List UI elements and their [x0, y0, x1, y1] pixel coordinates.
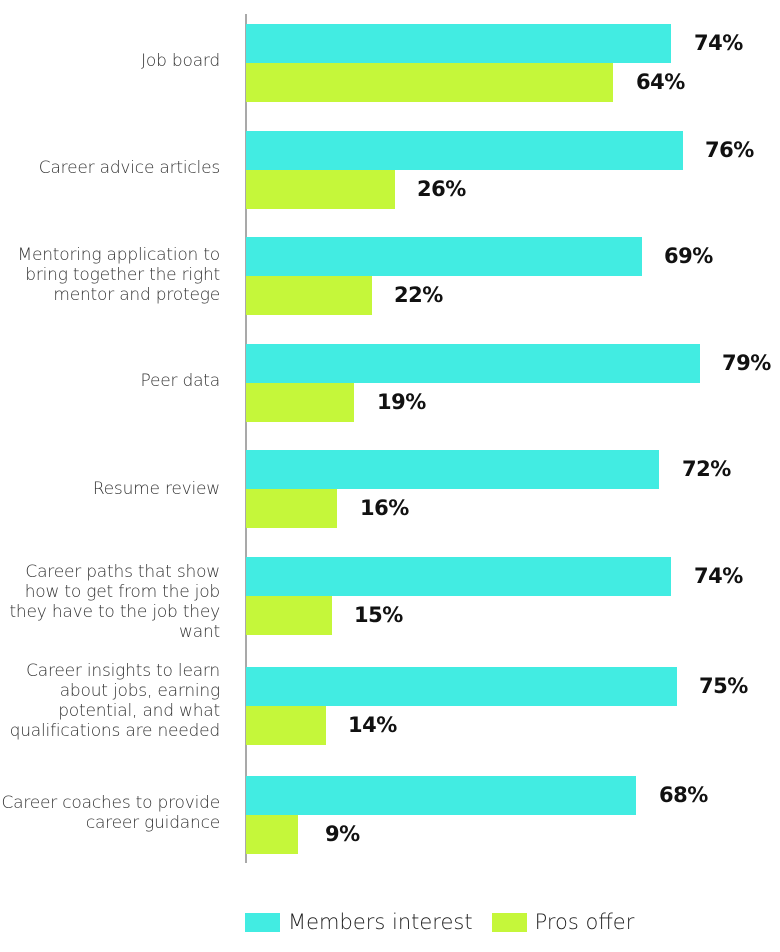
members-bar — [246, 776, 636, 815]
pros-value-label: 16% — [360, 496, 409, 520]
legend-label: Members interest — [288, 910, 473, 934]
y-axis-line — [245, 14, 247, 863]
members-value-label: 75% — [699, 674, 748, 698]
legend-item-pros: Pros offer — [491, 910, 635, 934]
members-value-label: 72% — [682, 457, 731, 481]
members-bar — [246, 131, 683, 170]
members-bar — [246, 557, 671, 596]
pros-bar — [246, 489, 337, 528]
pros-bar — [246, 383, 354, 422]
bar-group: Career advice articles 76% 26% — [0, 131, 780, 209]
members-bar — [246, 24, 671, 63]
bar-group: Peer data 79% 19% — [0, 344, 780, 422]
members-bar — [246, 450, 659, 489]
members-bar — [246, 667, 677, 706]
bar-group: Career insights to learn about jobs, ear… — [0, 661, 780, 745]
category-label: Career advice articles — [38, 158, 220, 178]
legend-item-members: Members interest — [245, 910, 473, 934]
category-label: Career insights to learn about jobs, ear… — [9, 661, 221, 741]
members-bar — [246, 237, 642, 276]
members-value-label: 74% — [694, 31, 743, 55]
pros-bar — [246, 706, 326, 745]
members-value-label: 68% — [659, 783, 708, 807]
bar-group: Career paths that show how to get from t… — [0, 557, 780, 642]
members-value-label: 69% — [664, 244, 713, 268]
pros-value-label: 19% — [377, 390, 426, 414]
pros-value-label: 14% — [348, 713, 397, 737]
legend-label: Pros offer — [534, 910, 635, 934]
bar-group: Mentoring application to bring together … — [0, 237, 780, 315]
pros-bar — [246, 815, 298, 854]
pros-bar — [246, 170, 395, 209]
pros-swatch — [491, 912, 527, 932]
pros-bar — [246, 276, 372, 315]
pros-bar — [246, 63, 613, 102]
category-label: Peer data — [140, 371, 221, 391]
category-label: Career paths that show how to get from t… — [9, 562, 220, 642]
pros-value-label: 64% — [636, 70, 685, 94]
category-label: Resume review — [92, 479, 220, 499]
pros-value-label: 26% — [417, 177, 466, 201]
bar-group: Career coaches to provide career guidanc… — [0, 776, 780, 854]
members-bar — [246, 344, 700, 383]
legend: Members interest Pros offer — [245, 907, 653, 937]
category-label: Career coaches to provide career guidanc… — [1, 793, 220, 833]
members-value-label: 74% — [694, 564, 743, 588]
pros-value-label: 22% — [394, 283, 443, 307]
pros-bar — [246, 596, 332, 635]
members-value-label: 76% — [705, 138, 754, 162]
members-swatch — [245, 912, 280, 932]
pros-value-label: 9% — [325, 822, 360, 846]
bar-group: Job board 74% 64% — [0, 24, 780, 102]
pros-value-label: 15% — [354, 603, 403, 627]
category-label: Mentoring application to bring together … — [17, 245, 220, 305]
members-value-label: 79% — [722, 351, 771, 375]
bar-group: Resume review 72% 16% — [0, 450, 780, 528]
category-label: Job board — [141, 51, 220, 71]
